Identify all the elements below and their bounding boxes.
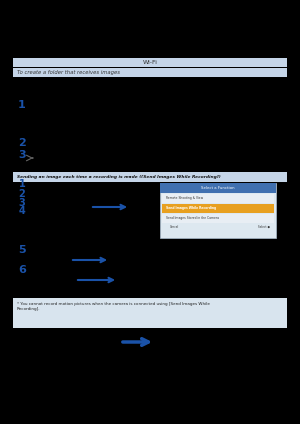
- Bar: [13, 68, 287, 77]
- Text: 2: 2: [18, 138, 26, 148]
- Bar: [13, 58, 287, 67]
- Text: Remote Shooting & View: Remote Shooting & View: [166, 196, 203, 201]
- Bar: [160, 183, 276, 238]
- Text: Sending an image each time a recording is made ([Send Images While Recording]): Sending an image each time a recording i…: [17, 175, 221, 179]
- Text: 3: 3: [19, 198, 26, 208]
- Text: To create a folder that receives images: To create a folder that receives images: [17, 70, 120, 75]
- Text: Select a Function: Select a Function: [201, 186, 235, 190]
- Bar: [162, 204, 274, 213]
- Text: 4: 4: [19, 206, 26, 216]
- Text: * You cannot record motion pictures when the camera is connected using [Send Ima: * You cannot record motion pictures when…: [17, 302, 210, 311]
- Text: 2: 2: [19, 189, 26, 199]
- Bar: [162, 194, 274, 203]
- Text: 5: 5: [18, 245, 26, 255]
- Text: 1: 1: [19, 179, 26, 189]
- Text: 6: 6: [18, 265, 26, 275]
- Text: 3: 3: [18, 150, 26, 160]
- Text: Send Images While Recording: Send Images While Recording: [166, 206, 216, 210]
- Bar: [13, 172, 287, 182]
- Bar: [162, 214, 274, 223]
- Text: 1: 1: [18, 100, 26, 110]
- Text: Send Images Stored in the Camera: Send Images Stored in the Camera: [166, 217, 219, 220]
- Text: Select ●: Select ●: [258, 225, 270, 229]
- Bar: [13, 298, 287, 328]
- Text: Cancel: Cancel: [169, 225, 178, 229]
- Text: Wi-Fi: Wi-Fi: [142, 60, 158, 65]
- Bar: [160, 183, 276, 193]
